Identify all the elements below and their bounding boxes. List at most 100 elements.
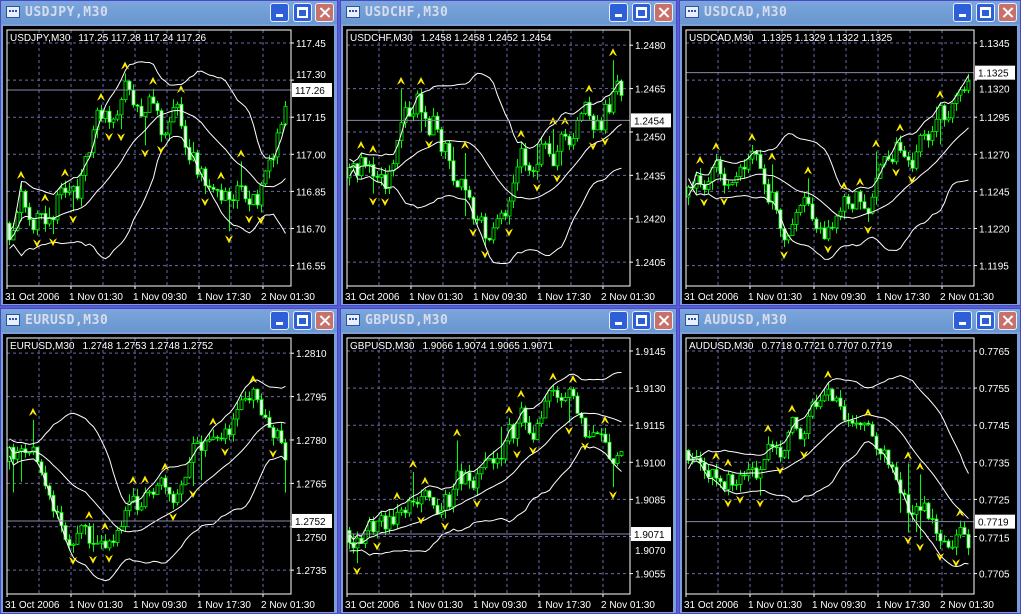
- maximize-button[interactable]: [976, 3, 995, 22]
- candle-body: [926, 502, 931, 519]
- candle-body: [459, 178, 464, 188]
- close-button[interactable]: [998, 3, 1017, 22]
- fractal-down-arrow-icon: [257, 216, 265, 225]
- time-label: 2 Nov 01:30: [261, 600, 315, 611]
- close-button[interactable]: [998, 311, 1017, 330]
- candle-body: [47, 485, 52, 496]
- window-titlebar[interactable]: USDCAD,M30: [680, 1, 1020, 24]
- chart-area[interactable]: 117.45 117.30 117.15 117.00 116.85 116.70 116.…: [3, 26, 334, 304]
- chart-window-gbpusd[interactable]: GBPUSD,M30 1.9145 1.9130 1.9115 1.9100 1.9085…: [340, 308, 677, 614]
- candle-body: [850, 203, 855, 210]
- candle-body: [810, 401, 815, 417]
- candle-body: [878, 164, 883, 179]
- candle-body: [71, 543, 76, 546]
- fractal-up-arrow-icon: [129, 476, 137, 485]
- price-tick-label: 117.30: [296, 70, 326, 81]
- chart-ohlc-values: 1.9066 1.9074 1.9065 1.9071: [422, 341, 553, 352]
- chart-area[interactable]: 0.7765 0.7755 0.7745 0.7735 0.7725 0.7715 0.77…: [682, 334, 1017, 612]
- fractal-down-arrow-icon: [780, 251, 788, 260]
- time-label: 1 Nov 09:30: [473, 292, 527, 303]
- chart-area[interactable]: 1.1345 1.1320 1.1295 1.1270 1.1245 1.1220 1.11…: [682, 26, 1017, 304]
- candle-body: [219, 189, 224, 201]
- candle-body: [958, 89, 963, 96]
- chart-window-usdcad[interactable]: USDCAD,M30 1.1345 1.1320 1.1295 1.1270 1.1245…: [679, 0, 1021, 306]
- candle-body: [75, 532, 80, 545]
- candle-body: [147, 96, 152, 113]
- candle-body: [543, 143, 548, 146]
- candle-body: [858, 422, 863, 426]
- window-titlebar[interactable]: EURUSD,M30: [1, 309, 337, 332]
- fractal-up-arrow-icon: [61, 168, 69, 177]
- close-button[interactable]: [315, 311, 334, 330]
- minimize-button[interactable]: [609, 311, 628, 330]
- candle-body: [47, 217, 52, 225]
- window-titlebar[interactable]: USDCHF,M30: [341, 1, 676, 24]
- window-title: AUDUSD,M30: [704, 313, 788, 328]
- candle-body: [271, 427, 276, 439]
- candle-body: [435, 504, 440, 515]
- candle-body: [730, 474, 735, 486]
- candle-body: [583, 101, 588, 114]
- candle-body: [411, 113, 416, 117]
- candle-body: [235, 185, 240, 202]
- candle-body: [91, 542, 96, 545]
- current-price-label: 0.7719: [978, 518, 1009, 529]
- candle-body: [742, 474, 747, 477]
- price-tick-label: 1.9070: [635, 546, 666, 557]
- close-button[interactable]: [654, 3, 673, 22]
- close-button[interactable]: [315, 3, 334, 22]
- time-label: 2 Nov 01:30: [940, 600, 994, 611]
- maximize-button[interactable]: [293, 311, 312, 330]
- candle-body: [814, 401, 819, 408]
- price-tick-label: 1.2765: [296, 479, 327, 490]
- window-titlebar[interactable]: USDJPY,M30: [1, 1, 337, 24]
- candle-body: [7, 446, 12, 462]
- candle-body: [247, 397, 252, 401]
- current-price-box: [631, 527, 671, 542]
- candle-body: [822, 394, 827, 402]
- minimize-button[interactable]: [953, 311, 972, 330]
- chart-window-eurusd[interactable]: EURUSD,M30 1.2810 1.2795 1.2780 1.2765 1.2750…: [0, 308, 338, 614]
- candle-body: [778, 209, 783, 229]
- candle-body: [63, 187, 68, 193]
- fractal-up-arrow-icon: [421, 476, 429, 485]
- chart-symbol-label: USDCAD,M30: [689, 33, 754, 44]
- fractal-up-arrow-icon: [149, 76, 157, 85]
- chart-window-usdchf[interactable]: USDCHF,M30 1.2480 1.2465 1.2450 1.2435 1.2420…: [340, 0, 677, 306]
- minimize-button[interactable]: [270, 311, 289, 330]
- fractal-down-arrow-icon: [513, 450, 521, 459]
- close-button[interactable]: [654, 311, 673, 330]
- fractal-down-arrow-icon: [441, 522, 449, 531]
- chart-window-icon: [346, 314, 360, 326]
- candle-body: [175, 103, 180, 109]
- candle-body: [363, 530, 368, 544]
- minimize-button[interactable]: [609, 3, 628, 22]
- candle-body: [423, 111, 428, 119]
- maximize-button[interactable]: [293, 3, 312, 22]
- candle-body: [543, 400, 548, 419]
- candle-body: [19, 448, 24, 452]
- window-titlebar[interactable]: GBPUSD,M30: [341, 309, 676, 332]
- candle-body: [43, 472, 48, 487]
- candle-body: [766, 183, 771, 203]
- candle-body: [946, 540, 951, 548]
- chart-area[interactable]: 1.2810 1.2795 1.2780 1.2765 1.2750 1.2735 31 O…: [3, 334, 334, 612]
- minimize-button[interactable]: [270, 3, 289, 22]
- chart-window-usdjpy[interactable]: USDJPY,M30 117.45 117.30 117.15 117.00 116.85…: [0, 0, 338, 306]
- maximize-button[interactable]: [632, 3, 651, 22]
- window-titlebar[interactable]: AUDUSD,M30: [680, 309, 1020, 332]
- price-tick-label: 1.2420: [635, 215, 666, 226]
- candle-body: [718, 477, 723, 483]
- candle-body: [155, 484, 160, 495]
- minimize-button[interactable]: [953, 3, 972, 22]
- candle-body: [890, 158, 895, 163]
- candle-body: [211, 436, 216, 440]
- candle-body: [247, 198, 252, 205]
- maximize-button[interactable]: [632, 311, 651, 330]
- chart-window-audusd[interactable]: AUDUSD,M30 0.7765 0.7755 0.7745 0.7735 0.7725…: [679, 308, 1021, 614]
- fractal-down-arrow-icon: [33, 239, 41, 248]
- candle-body: [862, 422, 867, 426]
- chart-area[interactable]: 1.9145 1.9130 1.9115 1.9100 1.9085 1.9070 1.90…: [343, 334, 673, 612]
- maximize-button[interactable]: [976, 311, 995, 330]
- chart-area[interactable]: 1.2480 1.2465 1.2450 1.2435 1.2420 1.2405 31 O…: [343, 26, 673, 304]
